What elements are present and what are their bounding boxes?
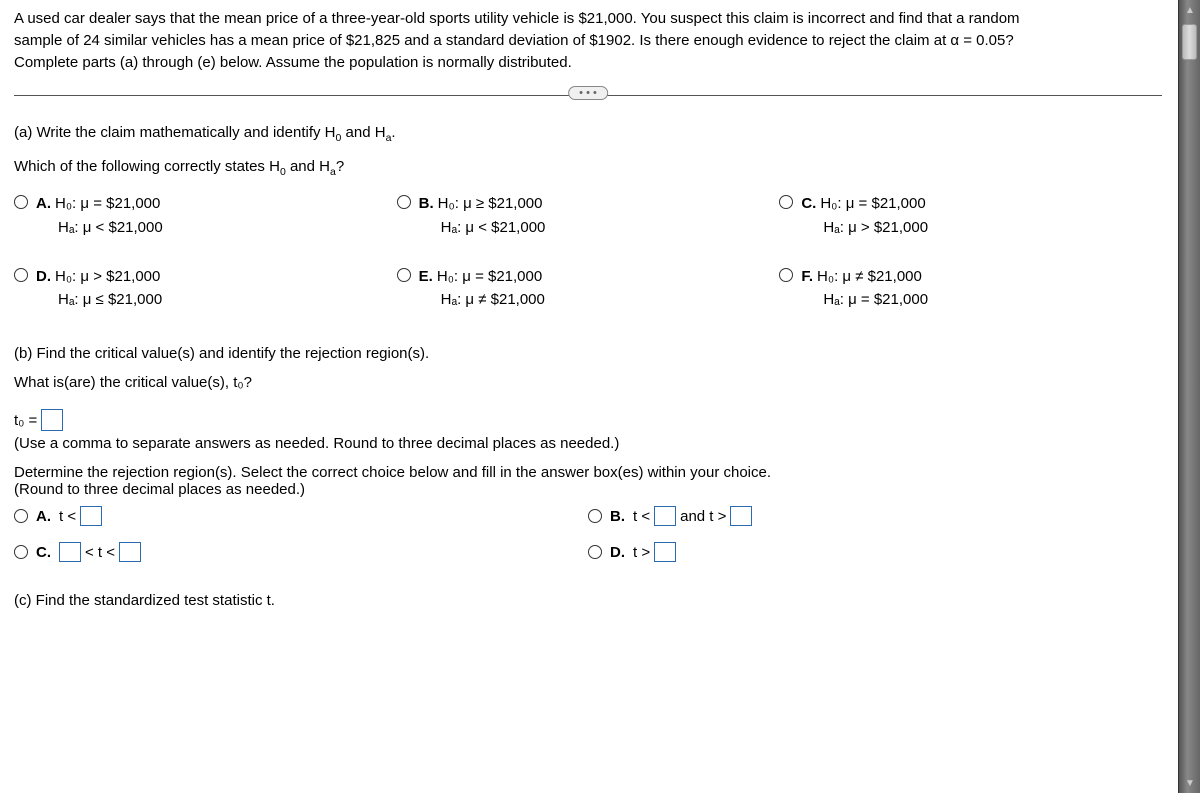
option-c[interactable]: C.H₀: μ = $21,000 Hₐ: μ > $21,000 xyxy=(779,192,1162,239)
t0-equation: t₀ = xyxy=(14,409,63,431)
radio-icon[interactable] xyxy=(588,509,602,523)
rejection-region-line1: Determine the rejection region(s). Selec… xyxy=(14,464,1162,481)
rr-option-a[interactable]: A. t < xyxy=(14,506,588,526)
rr-a-input[interactable] xyxy=(80,506,102,526)
radio-icon[interactable] xyxy=(588,545,602,559)
rejection-region-line2: (Round to three decimal places as needed… xyxy=(14,481,1162,498)
part-c-intro: (c) Find the standardized test statistic… xyxy=(14,592,1162,609)
section-separator: • • • xyxy=(14,95,1162,96)
radio-icon[interactable] xyxy=(779,195,793,209)
problem-line-2: sample of 24 similar vehicles has a mean… xyxy=(14,30,1162,52)
radio-icon[interactable] xyxy=(14,195,28,209)
scroll-thumb[interactable] xyxy=(1182,24,1197,60)
radio-icon[interactable] xyxy=(397,195,411,209)
option-a[interactable]: A.H₀: μ = $21,000 Hₐ: μ < $21,000 xyxy=(14,192,397,239)
rr-option-c[interactable]: C. < t < xyxy=(14,542,588,562)
radio-icon[interactable] xyxy=(397,268,411,282)
rr-option-d[interactable]: D. t > xyxy=(588,542,1162,562)
rr-d-input[interactable] xyxy=(654,542,676,562)
t0-label: t₀ = xyxy=(14,412,37,429)
rr-b-input-2[interactable] xyxy=(730,506,752,526)
hypothesis-options-row-2: D.H₀: μ > $21,000 Hₐ: μ ≤ $21,000 E.H₀: … xyxy=(14,265,1162,324)
radio-icon[interactable] xyxy=(779,268,793,282)
part-a: (a) Write the claim mathematically and i… xyxy=(14,124,1162,323)
main-content: A used car dealer says that the mean pri… xyxy=(0,0,1176,793)
t0-input[interactable] xyxy=(41,409,63,431)
part-c: (c) Find the standardized test statistic… xyxy=(14,592,1162,609)
option-e[interactable]: E.H₀: μ = $21,000 Hₐ: μ ≠ $21,000 xyxy=(397,265,780,312)
ellipsis-icon[interactable]: • • • xyxy=(568,86,608,100)
part-a-intro: (a) Write the claim mathematically and i… xyxy=(14,124,1162,144)
rr-option-b[interactable]: B. t < and t > xyxy=(588,506,1162,526)
scroll-up-icon[interactable]: ▲ xyxy=(1179,0,1200,20)
t0-hint: (Use a comma to separate answers as need… xyxy=(14,435,1162,452)
radio-icon[interactable] xyxy=(14,509,28,523)
hypothesis-options-row-1: A.H₀: μ = $21,000 Hₐ: μ < $21,000 B.H₀: … xyxy=(14,192,1162,251)
part-a-question: Which of the following correctly states … xyxy=(14,158,1162,178)
rejection-options-row-2: C. < t < D. t > xyxy=(14,542,1162,570)
option-d[interactable]: D.H₀: μ > $21,000 Hₐ: μ ≤ $21,000 xyxy=(14,265,397,312)
part-b-question: What is(are) the critical value(s), t₀? xyxy=(14,374,1162,391)
problem-line-1: A used car dealer says that the mean pri… xyxy=(14,8,1162,30)
scroll-down-icon[interactable]: ▼ xyxy=(1179,773,1200,793)
part-b-intro: (b) Find the critical value(s) and ident… xyxy=(14,345,1162,362)
option-f[interactable]: F.H₀: μ ≠ $21,000 Hₐ: μ = $21,000 xyxy=(779,265,1162,312)
problem-line-3: Complete parts (a) through (e) below. As… xyxy=(14,52,1162,74)
rr-c-input-2[interactable] xyxy=(119,542,141,562)
part-b: (b) Find the critical value(s) and ident… xyxy=(14,345,1162,570)
radio-icon[interactable] xyxy=(14,545,28,559)
rejection-options-row-1: A. t < B. t < and t > xyxy=(14,506,1162,534)
option-b[interactable]: B.H₀: μ ≥ $21,000 Hₐ: μ < $21,000 xyxy=(397,192,780,239)
rr-b-input-1[interactable] xyxy=(654,506,676,526)
vertical-scrollbar[interactable]: ▲ ▼ xyxy=(1178,0,1200,793)
problem-text: A used car dealer says that the mean pri… xyxy=(14,8,1162,73)
radio-icon[interactable] xyxy=(14,268,28,282)
rr-c-input-1[interactable] xyxy=(59,542,81,562)
